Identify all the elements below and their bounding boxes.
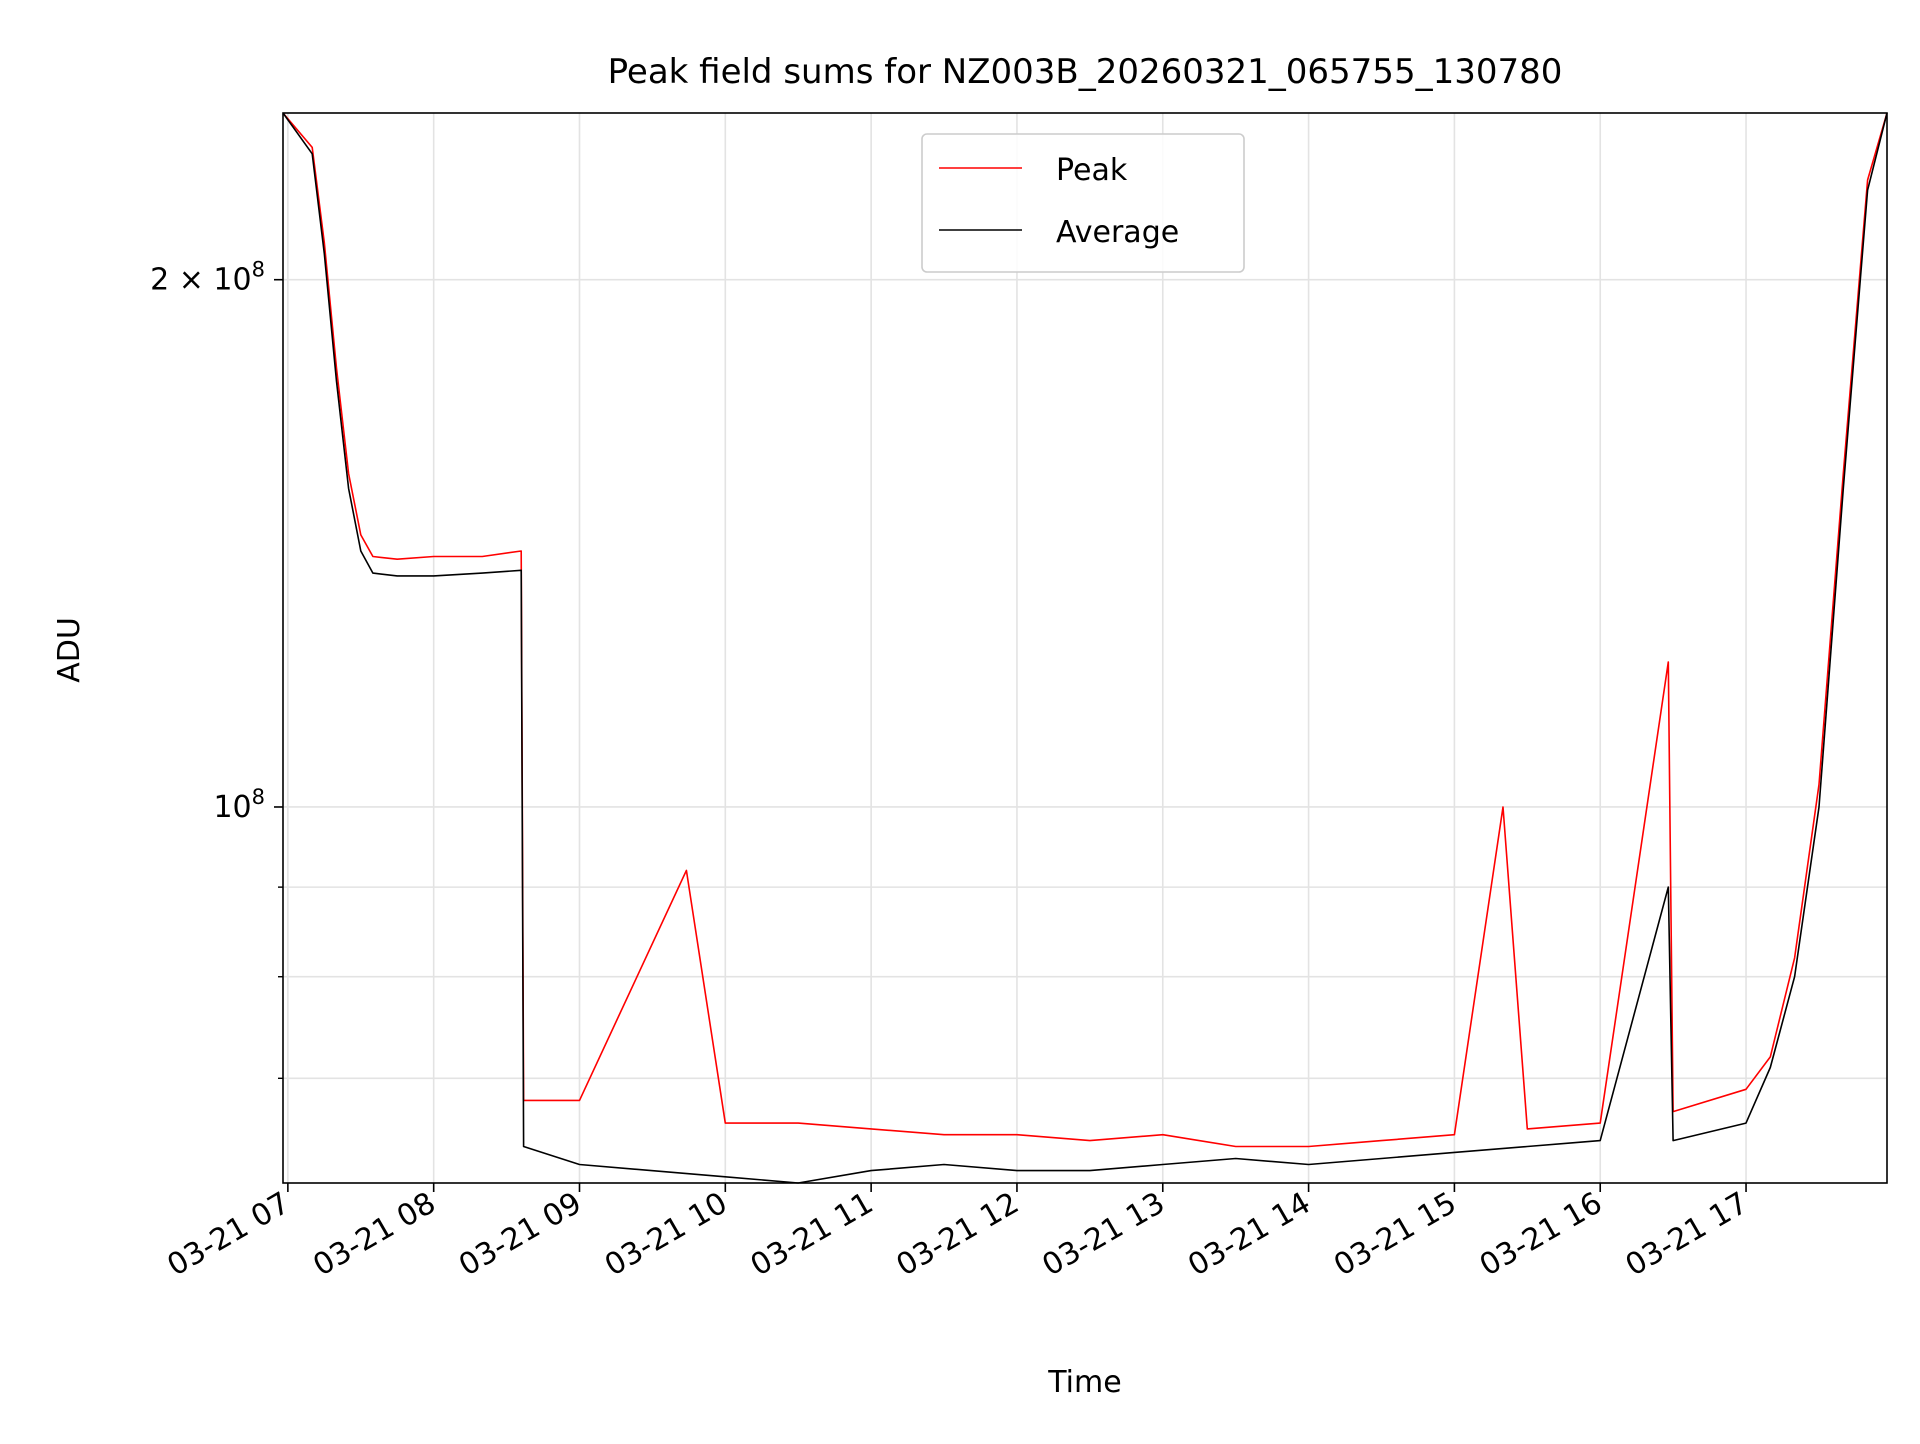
legend-label-average: Average	[1056, 215, 1179, 250]
plot-lines	[282, 112, 1888, 1184]
grid	[283, 113, 1887, 1183]
y-axis-label: ADU	[52, 617, 87, 683]
x-axis-label: Time	[1047, 1365, 1121, 1400]
y-axis: 2 × 108 108	[150, 258, 283, 1080]
legend-label-peak: Peak	[1056, 153, 1128, 188]
y-tick-label: 108	[213, 785, 265, 825]
series-line-average	[282, 112, 1888, 1184]
series-line-peak	[282, 112, 1888, 1148]
chart-title: Peak field sums for NZ003B_20260321_0657…	[608, 52, 1563, 92]
y-tick-label: 2 × 108	[150, 258, 265, 298]
legend: Peak Average	[921, 133, 1245, 273]
plot-frame	[282, 112, 1888, 1184]
